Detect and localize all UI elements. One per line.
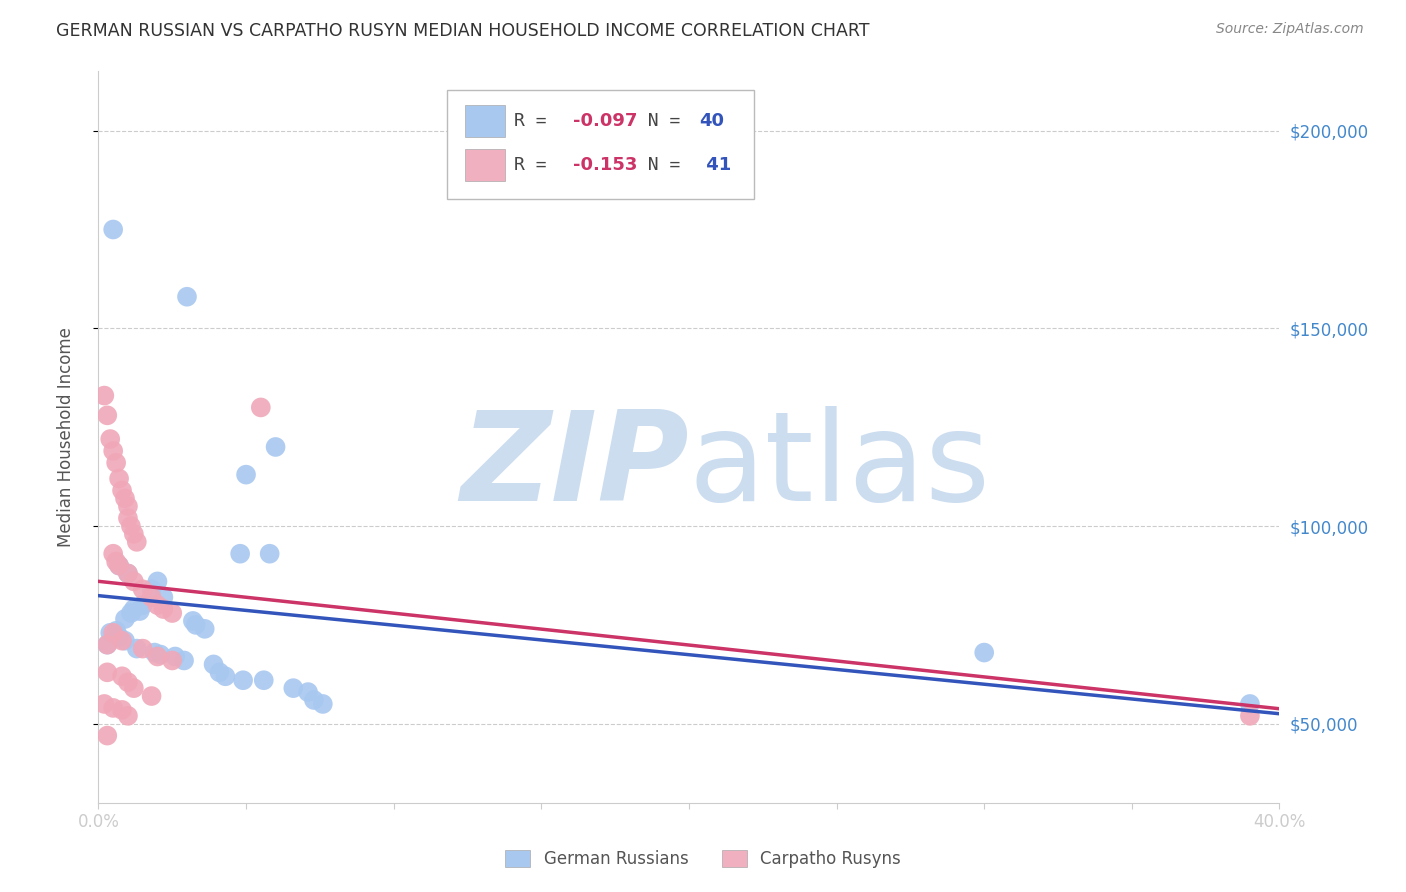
Text: R =: R = bbox=[515, 156, 568, 174]
Point bbox=[132, 641, 155, 656]
Point bbox=[108, 472, 131, 486]
Point bbox=[98, 625, 121, 640]
Text: Source: ZipAtlas.com: Source: ZipAtlas.com bbox=[1216, 22, 1364, 37]
Point bbox=[152, 591, 174, 605]
Text: 40: 40 bbox=[700, 112, 724, 130]
Point bbox=[302, 693, 325, 707]
Point bbox=[122, 602, 145, 616]
Point bbox=[103, 222, 125, 236]
Point bbox=[232, 673, 254, 688]
Point bbox=[264, 440, 287, 454]
Point bbox=[141, 591, 163, 605]
Text: GERMAN RUSSIAN VS CARPATHO RUSYN MEDIAN HOUSEHOLD INCOME CORRELATION CHART: GERMAN RUSSIAN VS CARPATHO RUSYN MEDIAN … bbox=[56, 22, 870, 40]
Point bbox=[253, 673, 276, 688]
Point bbox=[114, 633, 136, 648]
FancyBboxPatch shape bbox=[464, 105, 505, 137]
Point bbox=[122, 574, 145, 589]
Point bbox=[111, 483, 134, 498]
Point bbox=[146, 598, 169, 612]
Point bbox=[125, 641, 148, 656]
Point bbox=[162, 606, 183, 620]
Point bbox=[117, 566, 139, 581]
Point bbox=[120, 519, 142, 533]
Point bbox=[162, 653, 183, 667]
Point bbox=[98, 432, 121, 446]
Point bbox=[165, 649, 187, 664]
Point bbox=[117, 500, 139, 514]
Point bbox=[184, 618, 207, 632]
Point bbox=[143, 646, 166, 660]
Point bbox=[117, 511, 139, 525]
Point bbox=[122, 681, 145, 695]
FancyBboxPatch shape bbox=[464, 149, 505, 181]
Point bbox=[146, 649, 169, 664]
Point bbox=[108, 630, 131, 644]
Point bbox=[93, 388, 115, 402]
Point bbox=[96, 729, 118, 743]
Point bbox=[117, 675, 139, 690]
Point bbox=[103, 547, 125, 561]
Point bbox=[152, 602, 174, 616]
Point bbox=[120, 606, 142, 620]
Point bbox=[181, 614, 204, 628]
Point bbox=[312, 697, 335, 711]
Legend: German Russians, Carpatho Rusyns: German Russians, Carpatho Rusyns bbox=[499, 843, 907, 875]
Point bbox=[214, 669, 236, 683]
Point bbox=[283, 681, 305, 695]
Point bbox=[173, 653, 195, 667]
Point bbox=[105, 456, 128, 470]
Point bbox=[128, 604, 150, 618]
Point bbox=[1239, 697, 1261, 711]
Point bbox=[96, 638, 118, 652]
Point bbox=[1239, 708, 1261, 723]
Point bbox=[103, 625, 125, 640]
Point bbox=[149, 648, 172, 662]
Point bbox=[202, 657, 225, 672]
Text: 41: 41 bbox=[700, 156, 731, 174]
Point bbox=[103, 444, 125, 458]
Point bbox=[176, 290, 198, 304]
Point bbox=[117, 566, 139, 581]
Point bbox=[146, 574, 169, 589]
Point bbox=[108, 558, 131, 573]
Point bbox=[132, 582, 155, 597]
Text: -0.153: -0.153 bbox=[574, 156, 637, 174]
Point bbox=[96, 665, 118, 680]
Point bbox=[108, 558, 131, 573]
Point bbox=[229, 547, 252, 561]
Point bbox=[111, 703, 134, 717]
Point bbox=[973, 646, 995, 660]
Y-axis label: Median Household Income: Median Household Income bbox=[56, 327, 75, 547]
Point bbox=[141, 582, 163, 597]
Point bbox=[122, 527, 145, 541]
Point bbox=[132, 598, 155, 612]
Text: ZIP: ZIP bbox=[460, 406, 689, 527]
Text: -0.097: -0.097 bbox=[574, 112, 637, 130]
Point bbox=[141, 689, 163, 703]
Point bbox=[105, 555, 128, 569]
Point bbox=[111, 633, 134, 648]
Text: atlas: atlas bbox=[689, 406, 991, 527]
Point bbox=[259, 547, 281, 561]
Point bbox=[105, 624, 128, 638]
Point bbox=[235, 467, 257, 482]
Point bbox=[250, 401, 273, 415]
Point bbox=[93, 697, 115, 711]
Point bbox=[297, 685, 319, 699]
Point bbox=[96, 638, 118, 652]
Point bbox=[194, 622, 217, 636]
Point bbox=[114, 612, 136, 626]
Point bbox=[114, 491, 136, 506]
Point bbox=[111, 669, 134, 683]
FancyBboxPatch shape bbox=[447, 90, 754, 200]
Point bbox=[103, 701, 125, 715]
Point bbox=[96, 409, 118, 423]
Text: N =: N = bbox=[626, 112, 692, 130]
Point bbox=[117, 708, 139, 723]
Point bbox=[125, 534, 148, 549]
Text: R =: R = bbox=[515, 112, 558, 130]
Point bbox=[208, 665, 231, 680]
Text: N =: N = bbox=[626, 156, 692, 174]
